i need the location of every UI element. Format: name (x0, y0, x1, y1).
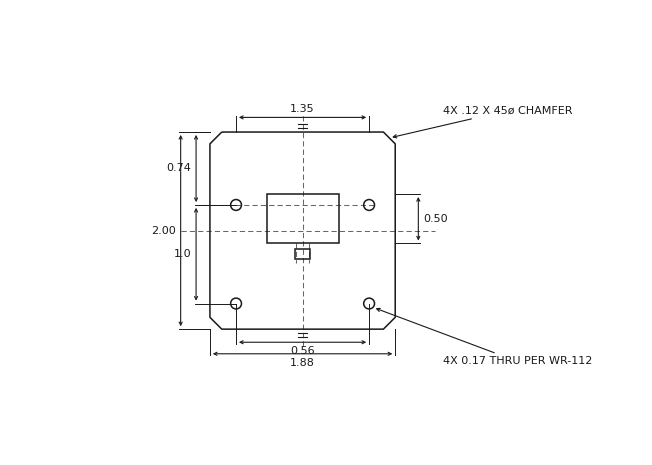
Text: 4X .12 X 45ø CHAMFER: 4X .12 X 45ø CHAMFER (393, 106, 572, 138)
Text: 0.74: 0.74 (166, 164, 192, 173)
Text: 1.0: 1.0 (174, 249, 192, 259)
Text: 0.56: 0.56 (290, 346, 315, 356)
Text: 2.00: 2.00 (151, 226, 176, 236)
Text: 1.35: 1.35 (290, 104, 315, 113)
Bar (295, 249, 310, 259)
Text: 0.50: 0.50 (423, 214, 447, 224)
Text: 4X 0.17 THRU PER WR-112: 4X 0.17 THRU PER WR-112 (377, 308, 592, 366)
Bar (267, 194, 338, 243)
Text: 1.88: 1.88 (290, 359, 315, 368)
